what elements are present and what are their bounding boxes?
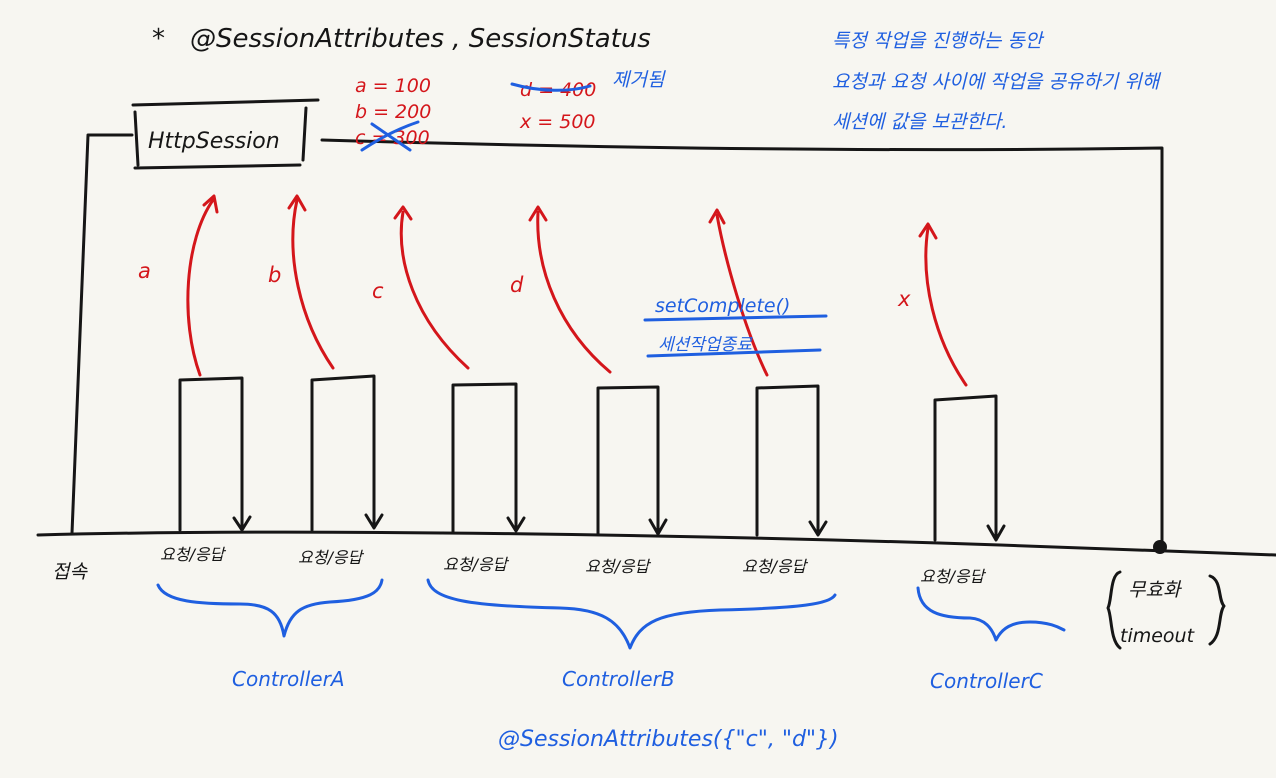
timeline-baseline [36,530,1276,557]
arrow-d [528,205,612,374]
arrow-label-b: b [268,263,281,287]
request-box-3 [451,382,526,534]
controller-c-brace [916,586,1066,642]
arrow-b [287,194,335,370]
heading-title: @SessionAttributes , SessionStatus [190,24,651,54]
arrow-x [918,222,968,387]
arrow-complete [708,208,769,377]
heading-star: * [152,24,165,54]
session-value-b: b = 200 [355,101,431,123]
controller-c-label: ControllerC [930,669,1043,693]
timeout-label: timeout [1120,625,1196,647]
arrow-c [393,205,470,370]
controller-a-brace [156,578,384,638]
controller-b-label: ControllerB [562,667,675,691]
request-box-1 [178,376,252,532]
request-box-5 [755,384,828,537]
removed-note: 제거됨 [612,69,666,91]
session-value-a: a = 100 [355,75,431,97]
blue-note-line-1: 특정 작업을 진행하는 동안 [832,30,1045,52]
arrow-label-a: a [138,259,151,283]
session-value-x: x = 500 [519,111,596,133]
request-label-4: 요청/응답 [585,557,652,576]
end-brace-left [1106,570,1122,650]
connect-label: 접속 [52,561,88,583]
blue-note-line-2: 요청과 요청 사이에 작업을 공유하기 위해 [832,71,1162,93]
set-complete-underline [643,314,828,322]
arrow-label-x: x [897,287,911,311]
request-box-4 [596,385,668,536]
request-label-3: 요청/응답 [443,555,510,574]
strike-d [510,82,592,92]
arrow-label-d: d [510,273,524,297]
request-label-2: 요청/응답 [298,548,365,567]
controller-a-label: ControllerA [232,667,345,691]
end-brace-right [1208,574,1226,646]
controller-b-annotation: @SessionAttributes({"c", "d"}) [498,727,839,752]
request-box-6 [933,394,1006,542]
request-label-1: 요청/응답 [160,545,227,564]
invalidate-label: 무효화 [1128,579,1182,601]
session-lifeline [320,138,1164,547]
arrow-a [186,194,219,377]
session-start-line [70,133,134,535]
strike-c [360,120,420,152]
session-end-underline [646,348,822,358]
request-label-5: 요청/응답 [742,557,809,576]
http-session-label: HttpSession [148,129,280,154]
blue-note-line-3: 세션에 값을 보관한다. [832,111,1007,133]
set-complete-note: setComplete() [655,295,790,317]
request-label-6: 요청/응답 [920,567,987,586]
http-session-box: HttpSession [131,98,320,170]
request-box-2 [310,374,384,532]
session-end-note: 세션작업종료 [658,335,753,355]
controller-b-brace [426,578,837,650]
arrow-label-c: c [372,279,384,303]
